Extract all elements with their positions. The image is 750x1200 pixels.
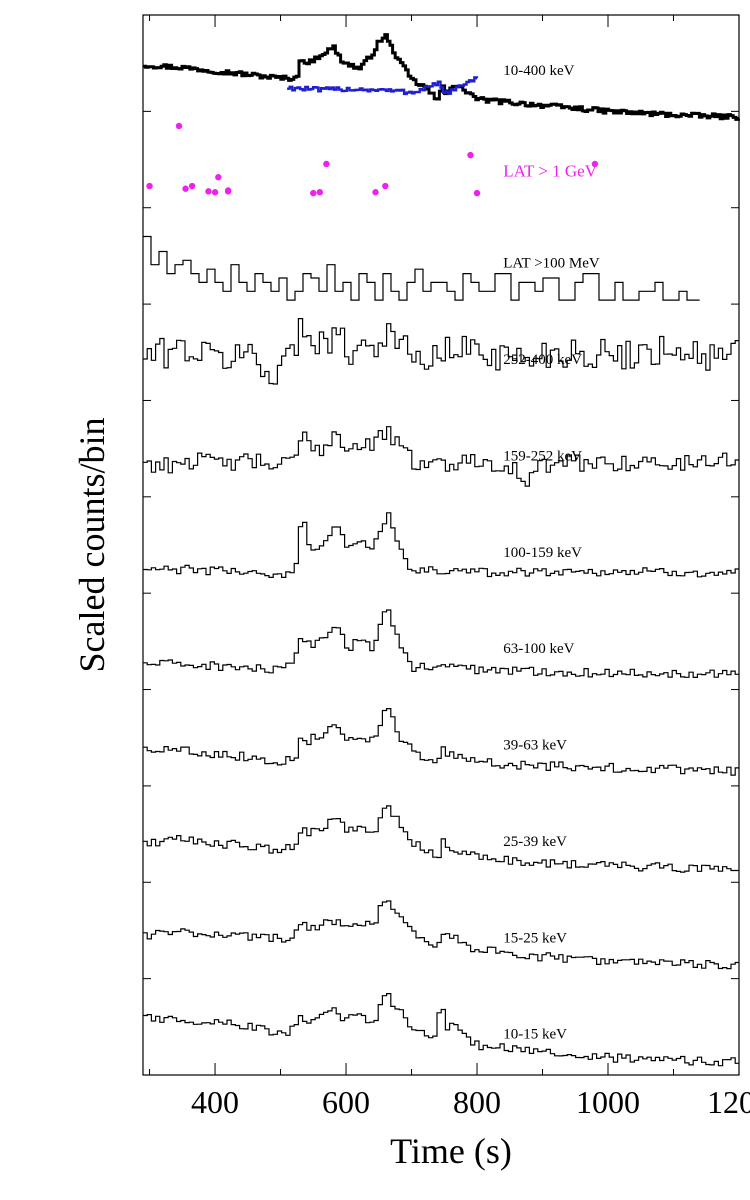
- series-line: [143, 426, 739, 487]
- series-line: [143, 708, 739, 776]
- series-line: [143, 900, 739, 970]
- lat-photon-point: [473, 189, 481, 197]
- series-line: [143, 993, 739, 1067]
- series-line: [143, 512, 739, 578]
- lat-photon-point: [215, 174, 222, 181]
- series-line: [143, 805, 739, 873]
- x-tick-label: 1000: [576, 1084, 640, 1120]
- series-line: [143, 235, 700, 301]
- lat-photon-point: [188, 182, 196, 190]
- panel-label: 10-400 keV: [503, 63, 574, 79]
- lat-photon-point: [467, 151, 474, 159]
- panel-label: 252-400 keV: [503, 352, 582, 368]
- lat-photon-point: [323, 160, 330, 168]
- panel-label: 10-15 keV: [503, 1027, 567, 1043]
- panel-label: 63-100 keV: [503, 641, 574, 657]
- x-tick-label: 1200: [707, 1084, 750, 1120]
- lat-photon-point: [372, 189, 379, 196]
- x-axis-label: Time (s): [390, 1131, 512, 1171]
- lat-photon-point: [316, 189, 324, 196]
- lat-photon-point: [382, 182, 389, 190]
- series-line-main: [143, 33, 740, 121]
- lat-photon-point: [205, 188, 212, 195]
- panel-label: 159-252 keV: [503, 448, 582, 464]
- x-tick-label: 600: [322, 1084, 370, 1120]
- panel-label: 15-25 keV: [503, 930, 567, 946]
- lat-photon-point: [224, 188, 232, 195]
- lat-photon-point: [146, 182, 153, 190]
- y-axis-label: Scaled counts/bin: [72, 418, 112, 673]
- x-tick-label: 800: [453, 1084, 501, 1120]
- panel-label: LAT >100 MeV: [503, 256, 600, 272]
- plot-frame: [142, 14, 740, 1076]
- lat-photon-point: [182, 185, 189, 192]
- lat-photon-point: [211, 189, 219, 196]
- lat-photon-point: [310, 189, 317, 197]
- series-line-overlay: [287, 76, 479, 96]
- lat-photon-point: [175, 122, 183, 130]
- x-tick-label: 400: [191, 1084, 239, 1120]
- panel-label: LAT > 1 GeV: [503, 161, 598, 180]
- panel-label: 25-39 keV: [503, 834, 567, 850]
- panel-label: 100-159 keV: [503, 545, 582, 561]
- panel-label: 39-63 keV: [503, 738, 567, 754]
- lat-photon-point: [591, 160, 599, 168]
- series-line: [143, 609, 739, 678]
- series-line: [143, 318, 739, 385]
